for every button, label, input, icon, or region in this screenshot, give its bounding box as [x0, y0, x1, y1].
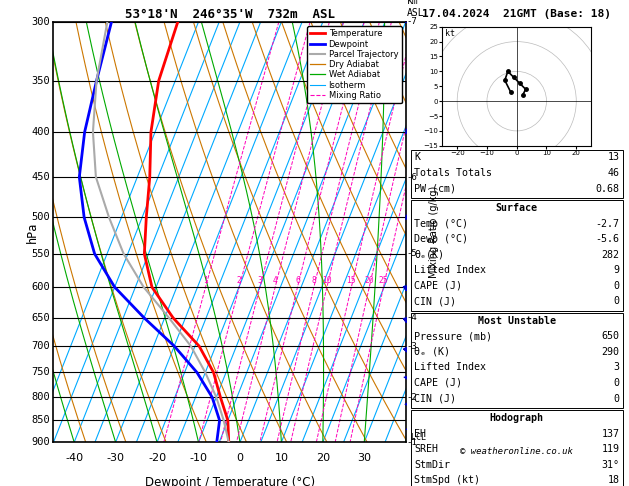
Text: 25: 25 [379, 276, 388, 285]
Text: 9: 9 [613, 265, 620, 275]
Text: Surface: Surface [496, 203, 538, 213]
Legend: Temperature, Dewpoint, Parcel Trajectory, Dry Adiabat, Wet Adiabat, Isotherm, Mi: Temperature, Dewpoint, Parcel Trajectory… [307, 26, 401, 103]
Text: -20: -20 [148, 453, 166, 463]
Text: CIN (J): CIN (J) [414, 394, 456, 403]
Text: 550: 550 [31, 249, 50, 259]
Text: 30: 30 [357, 453, 371, 463]
Text: -2.7: -2.7 [596, 219, 620, 228]
Text: hPa: hPa [26, 222, 39, 243]
Text: 350: 350 [31, 76, 50, 86]
Text: LCL: LCL [406, 433, 426, 442]
Text: kt: kt [445, 29, 455, 37]
Text: 700: 700 [31, 341, 50, 351]
Text: 0: 0 [613, 296, 620, 306]
Text: 15: 15 [347, 276, 356, 285]
Text: Hodograph: Hodograph [490, 413, 543, 423]
Text: 10: 10 [322, 276, 331, 285]
Text: 0: 0 [613, 378, 620, 388]
Text: -3: -3 [406, 342, 417, 350]
Text: CAPE (J): CAPE (J) [414, 281, 462, 291]
Text: 18: 18 [608, 475, 620, 485]
Text: 0.68: 0.68 [596, 184, 620, 193]
Text: 650: 650 [601, 331, 620, 341]
Text: 17.04.2024  21GMT (Base: 18): 17.04.2024 21GMT (Base: 18) [422, 9, 611, 19]
Text: 500: 500 [31, 212, 50, 222]
Text: -5.6: -5.6 [596, 234, 620, 244]
Text: 290: 290 [601, 347, 620, 357]
Text: θₑ (K): θₑ (K) [414, 347, 450, 357]
Text: 3: 3 [257, 276, 262, 285]
Text: 119: 119 [601, 444, 620, 454]
Title: 53°18'N  246°35'W  732m  ASL: 53°18'N 246°35'W 732m ASL [125, 8, 335, 21]
Text: 31°: 31° [601, 460, 620, 469]
Text: θₑ(K): θₑ(K) [414, 250, 444, 260]
Text: K: K [414, 153, 420, 162]
Text: 4: 4 [273, 276, 277, 285]
Text: 600: 600 [31, 282, 50, 292]
Text: -30: -30 [107, 453, 125, 463]
Text: StmSpd (kt): StmSpd (kt) [414, 475, 480, 485]
Text: 6: 6 [295, 276, 300, 285]
Text: 750: 750 [31, 367, 50, 378]
Text: Totals Totals: Totals Totals [414, 168, 492, 178]
Text: Most Unstable: Most Unstable [477, 316, 556, 326]
Text: EH: EH [414, 429, 426, 438]
Text: 10: 10 [274, 453, 288, 463]
Text: PW (cm): PW (cm) [414, 184, 456, 193]
Text: -6: -6 [406, 173, 417, 182]
Text: km
ASL: km ASL [406, 0, 424, 17]
Text: StmDir: StmDir [414, 460, 450, 469]
Text: 800: 800 [31, 392, 50, 402]
Text: SREH: SREH [414, 444, 438, 454]
Text: 850: 850 [31, 416, 50, 425]
Text: 20: 20 [316, 453, 330, 463]
Text: -2: -2 [406, 393, 417, 402]
Text: 20: 20 [364, 276, 374, 285]
Text: 8: 8 [311, 276, 316, 285]
Text: 400: 400 [31, 127, 50, 137]
Text: 0: 0 [237, 453, 243, 463]
Text: 1: 1 [203, 276, 208, 285]
Text: Lifted Index: Lifted Index [414, 265, 486, 275]
Text: 650: 650 [31, 312, 50, 323]
Text: 13: 13 [608, 153, 620, 162]
Text: CIN (J): CIN (J) [414, 296, 456, 306]
Text: Lifted Index: Lifted Index [414, 363, 486, 372]
Text: 282: 282 [601, 250, 620, 260]
Text: 2: 2 [237, 276, 242, 285]
Text: -4: -4 [406, 313, 417, 322]
Text: 450: 450 [31, 172, 50, 182]
Text: 137: 137 [601, 429, 620, 438]
Text: 0: 0 [613, 281, 620, 291]
Text: -5: -5 [406, 249, 417, 259]
Text: -1: -1 [406, 438, 417, 447]
Text: CAPE (J): CAPE (J) [414, 378, 462, 388]
Text: -40: -40 [65, 453, 83, 463]
Text: Temp (°C): Temp (°C) [414, 219, 468, 228]
Text: Pressure (mb): Pressure (mb) [414, 331, 492, 341]
Text: -10: -10 [189, 453, 208, 463]
Text: Mixing Ratio (g/kg): Mixing Ratio (g/kg) [429, 186, 439, 278]
Text: 300: 300 [31, 17, 50, 27]
Text: 3: 3 [613, 363, 620, 372]
Text: 900: 900 [31, 437, 50, 447]
Text: Dewp (°C): Dewp (°C) [414, 234, 468, 244]
Text: © weatheronline.co.uk: © weatheronline.co.uk [460, 447, 573, 456]
Text: 46: 46 [608, 168, 620, 178]
Text: -7: -7 [406, 17, 417, 26]
Text: Dewpoint / Temperature (°C): Dewpoint / Temperature (°C) [145, 476, 314, 486]
Text: 0: 0 [613, 394, 620, 403]
